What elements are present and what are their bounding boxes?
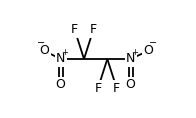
Text: F: F (71, 23, 78, 36)
Text: O: O (39, 44, 49, 57)
Text: +: + (131, 48, 138, 57)
Text: F: F (113, 82, 120, 95)
Text: O: O (56, 78, 66, 91)
Text: +: + (61, 48, 68, 57)
Text: O: O (143, 44, 153, 57)
Text: −: − (37, 38, 45, 48)
Text: N: N (56, 53, 65, 65)
Text: F: F (94, 82, 102, 95)
Text: N: N (126, 53, 135, 65)
Text: −: − (149, 38, 157, 48)
Text: O: O (126, 78, 136, 91)
Text: F: F (90, 23, 97, 36)
